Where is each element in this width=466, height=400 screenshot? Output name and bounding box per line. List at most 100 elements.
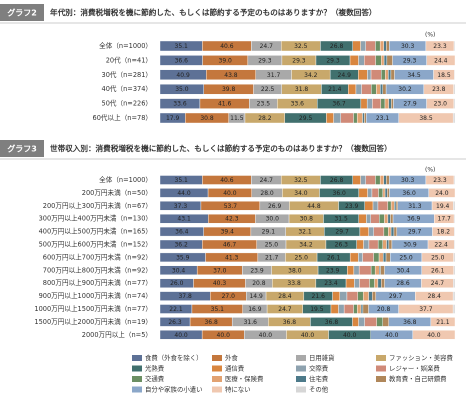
bar-segment [362, 112, 365, 124]
value-label: 24.9 [338, 72, 352, 79]
bar-segment [358, 188, 368, 198]
value-label: 26.1 [327, 254, 341, 261]
value-label: 40.0 [259, 332, 273, 339]
value-label: 27.9 [403, 101, 417, 108]
value-label: 31.5 [334, 216, 348, 223]
bar-segment [453, 239, 456, 250]
bar-segment [386, 175, 390, 185]
bar-segment [360, 175, 366, 185]
bar-segment [379, 175, 384, 185]
bar-segment [372, 201, 379, 211]
value-label: 14.9 [249, 293, 263, 300]
bar-segment [353, 304, 358, 314]
category-label: 300万円以上400万円未満（n=130） [39, 214, 152, 223]
value-label: 44.0 [177, 190, 191, 197]
bar-segment [395, 201, 398, 211]
bar-segment [352, 317, 359, 327]
value-label: 26.3 [335, 242, 349, 249]
bar-segment [388, 239, 393, 250]
legend-swatch [132, 386, 142, 393]
bar-segment [387, 201, 392, 211]
chart-title: 世帯収入別：消費税増税を機に節約した、もしくは節約する予定のものはありますか？（… [50, 143, 392, 153]
value-label: 22.1 [169, 306, 183, 313]
bar-segment [374, 278, 379, 288]
value-label: 25.0 [265, 242, 279, 249]
value-label: 26.8 [330, 177, 344, 184]
bar-segment [360, 304, 364, 314]
category-label: 60代以上（n=78） [93, 113, 152, 122]
value-label: 17.7 [438, 216, 452, 223]
category-label: 200万円未満（n=50） [82, 188, 152, 197]
value-label: 40.0 [223, 190, 237, 197]
bar-segment [390, 213, 394, 224]
value-label: 29.3 [403, 57, 417, 64]
bar-segment [352, 40, 361, 52]
value-label: 32.5 [294, 177, 308, 184]
value-label: 37.7 [419, 306, 433, 313]
value-label: 26.0 [170, 280, 184, 287]
bar-segment [370, 213, 380, 224]
value-label: 25.0 [399, 254, 413, 261]
bar-segment [366, 98, 373, 109]
bar-segment [349, 252, 359, 263]
legend-label: 教育費・自己研鑽費 [389, 374, 447, 383]
category-label: 40代（n=374） [102, 84, 152, 93]
bar-segment [453, 278, 456, 288]
value-label: 41.6 [218, 101, 232, 108]
tab-bg [0, 140, 44, 157]
value-label: 17.9 [166, 115, 180, 122]
bar-segment [343, 304, 354, 314]
legend-swatch [296, 386, 306, 393]
bar-segment [390, 226, 395, 237]
value-label: 36.7 [332, 101, 346, 108]
bar-segment [377, 239, 383, 250]
bar-segment [379, 265, 381, 275]
bar-segment [368, 291, 373, 301]
bar-segment [380, 83, 383, 95]
value-label: 30.0 [266, 216, 280, 223]
legend-label: 食費（外食を除く） [145, 353, 203, 362]
value-label: 24.7 [278, 306, 292, 313]
value-label: 30.3 [401, 43, 415, 50]
value-label: 28.4 [428, 293, 442, 300]
value-label: 28.0 [260, 190, 274, 197]
bar-segment [339, 291, 348, 301]
tab-bg [0, 4, 44, 21]
value-label: 11.5 [230, 115, 244, 122]
value-label: 23.1 [376, 115, 390, 122]
value-label: 29.7 [389, 293, 403, 300]
category-label: 2000万円以上（n=5） [82, 330, 152, 339]
legend-swatch [376, 355, 386, 361]
bar-segment [385, 252, 391, 263]
legend-swatch [212, 386, 222, 393]
bar-segment [382, 188, 386, 198]
value-label: 16.9 [248, 306, 262, 313]
bar-segment [353, 112, 358, 124]
value-label: 40.9 [176, 72, 190, 79]
value-label: 29.7 [335, 229, 349, 236]
category-label: 30代（n=281） [102, 70, 152, 79]
bar-segment [428, 188, 456, 198]
legend-label: 日用雑貨 [309, 353, 335, 362]
bar-segment [385, 69, 389, 81]
value-label: 20.8 [377, 306, 391, 313]
value-label: 36.8 [325, 319, 339, 326]
value-label: 36.0 [333, 190, 347, 197]
value-label: 23.8 [432, 86, 446, 93]
bar-segment [357, 291, 364, 301]
category-label: 20代（n=41） [106, 55, 152, 64]
value-label: 34.5 [407, 72, 421, 79]
value-label: 46.7 [223, 242, 237, 249]
bar-segment [390, 201, 395, 211]
value-label: 34.0 [294, 190, 308, 197]
bar-segment [378, 188, 384, 198]
bar-segment [370, 69, 382, 81]
value-label: 19.4 [436, 203, 450, 210]
category-label: 600万円以上700万円未満（n=92） [43, 252, 152, 261]
bar-segment [371, 83, 377, 95]
bar-segment [384, 213, 389, 224]
value-label: 39.4 [221, 229, 235, 236]
value-label: 38.0 [288, 267, 302, 274]
bar-segment [372, 98, 382, 109]
bar-segment [358, 69, 368, 81]
